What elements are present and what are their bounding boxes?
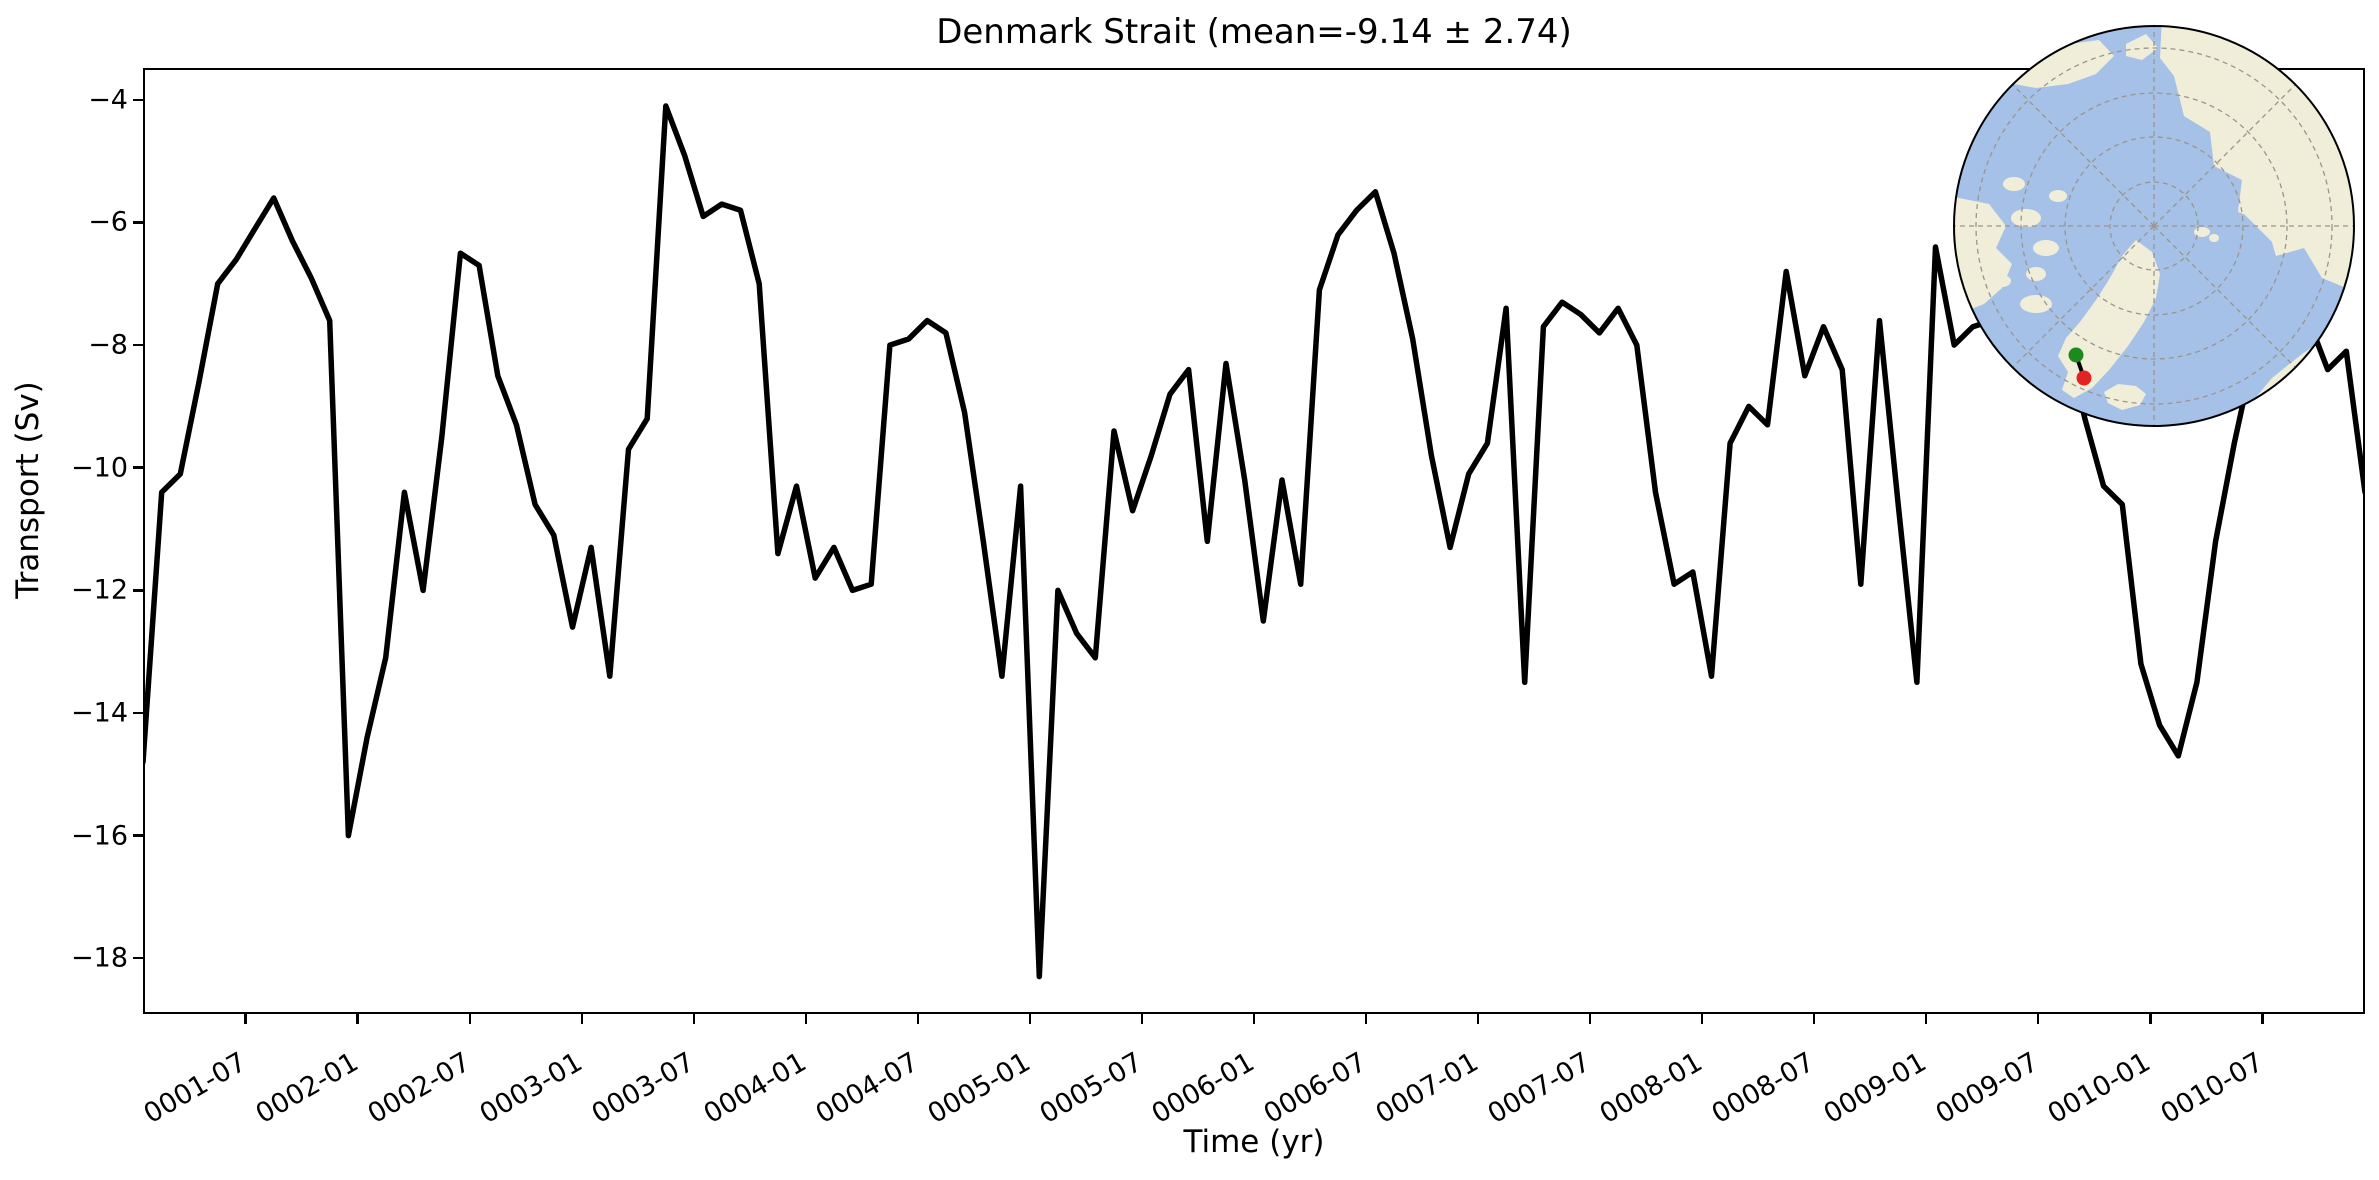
- x-tick-mark: [244, 1014, 247, 1024]
- longitude-line: [2153, 84, 2296, 227]
- x-tick-mark: [1252, 1014, 1256, 1024]
- graticule: [1954, 26, 2354, 426]
- x-tick-mark: [1476, 1014, 1480, 1024]
- x-tick-mark: [1700, 1014, 1704, 1024]
- y-tick-label: −16: [71, 820, 128, 852]
- land-island: [2011, 209, 2041, 227]
- section-start-dot: [2068, 347, 2084, 363]
- longitude-line: [2012, 84, 2155, 227]
- x-tick-mark: [1812, 1014, 1816, 1024]
- land-island: [2020, 295, 2052, 313]
- x-tick-mark: [356, 1014, 359, 1024]
- y-tick-mark: [133, 343, 143, 347]
- latitude-circle: [2109, 181, 2199, 271]
- y-tick-mark: [133, 956, 143, 960]
- latitude-circle: [2064, 136, 2244, 316]
- y-tick-label: −8: [88, 329, 128, 361]
- x-tick-mark: [580, 1014, 584, 1024]
- y-tick-label: −10: [71, 452, 128, 484]
- land-island: [2026, 267, 2046, 281]
- land-island: [2003, 177, 2025, 191]
- land-alaska: [2004, 40, 2114, 88]
- x-tick-mark: [1364, 1014, 1368, 1024]
- polar-inset-map: [1953, 25, 2355, 427]
- land-island: [2033, 240, 2059, 256]
- x-tick-mark: [916, 1014, 920, 1024]
- x-tick-mark: [2149, 1014, 2152, 1024]
- plot-area: [143, 68, 2365, 1014]
- land-novaya-zemlya: [2238, 198, 2280, 242]
- y-tick-mark: [133, 221, 143, 224]
- x-tick-mark: [1924, 1014, 1928, 1024]
- y-tick-label: −18: [71, 942, 128, 974]
- longitude-line: [2012, 225, 2155, 368]
- y-tick-mark: [133, 834, 143, 837]
- land-chukotka: [2126, 34, 2158, 60]
- x-axis-label: Time (yr): [1183, 1124, 1325, 1160]
- y-tick-label: −6: [88, 206, 128, 238]
- y-tick-mark: [133, 711, 143, 715]
- land-greenland: [2058, 240, 2160, 398]
- land-island: [2049, 190, 2067, 202]
- y-tick-label: −12: [71, 574, 128, 606]
- latitude-circle: [2020, 92, 2288, 360]
- x-tick-mark: [1588, 1014, 1592, 1024]
- y-tick-mark: [133, 466, 143, 469]
- x-tick-mark: [468, 1014, 471, 1024]
- section-end-dot: [2076, 370, 2092, 386]
- x-tick-mark: [1140, 1014, 1144, 1024]
- y-tick-label: −4: [88, 84, 128, 116]
- x-tick-mark: [804, 1014, 808, 1024]
- y-tick-mark: [133, 589, 143, 592]
- land-svalbard: [2209, 234, 2219, 242]
- y-tick-label: −14: [71, 697, 128, 729]
- chart-title: Denmark Strait (mean=-9.14 ± 2.74): [936, 12, 1572, 52]
- longitude-line: [2153, 225, 2296, 368]
- land-island: [1993, 275, 2011, 287]
- x-tick-mark: [2036, 1014, 2040, 1024]
- x-tick-mark: [1028, 1014, 1032, 1024]
- y-tick-mark: [133, 98, 143, 102]
- map-boundary-circle: [1953, 25, 2355, 427]
- x-tick-mark: [2261, 1014, 2264, 1024]
- x-tick-mark: [692, 1014, 696, 1024]
- latitude-circle: [1975, 47, 2333, 405]
